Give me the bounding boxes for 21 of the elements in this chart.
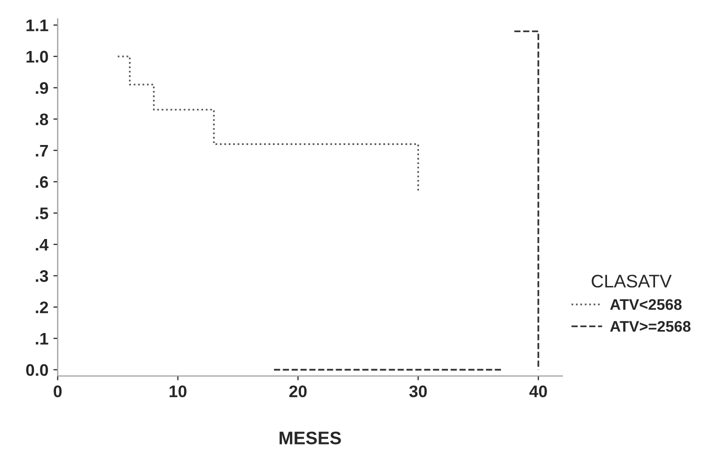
legend-title: CLASATV [592, 274, 672, 288]
x-tick-label: 40 [529, 385, 547, 398]
y-tick-label: .9 [36, 82, 48, 94]
y-tick-label: 1.0 [26, 50, 48, 63]
y-tick-label: .4 [36, 238, 49, 250]
x-tick-label: 0 [54, 385, 62, 398]
y-tick-label: .6 [36, 176, 48, 188]
y-tick-label: .5 [36, 208, 48, 220]
x-axis-title: MESES [280, 432, 341, 444]
y-tick-label: .3 [36, 270, 48, 282]
y-tick-label: .8 [36, 113, 48, 126]
legend-label: ATV<2568 [610, 299, 682, 310]
x-tick-label: 20 [289, 385, 307, 398]
legend-label: ATV>=2568 [610, 321, 691, 332]
x-tick-label: 10 [170, 385, 186, 398]
y-tick-label: .2 [36, 301, 48, 314]
y-tick-label: 0.0 [26, 364, 48, 376]
y-tick-label: .1 [36, 332, 48, 344]
y-tick-label: 1.1 [26, 20, 48, 32]
y-tick-label: .7 [36, 144, 48, 156]
x-tick-label: 30 [409, 385, 427, 398]
